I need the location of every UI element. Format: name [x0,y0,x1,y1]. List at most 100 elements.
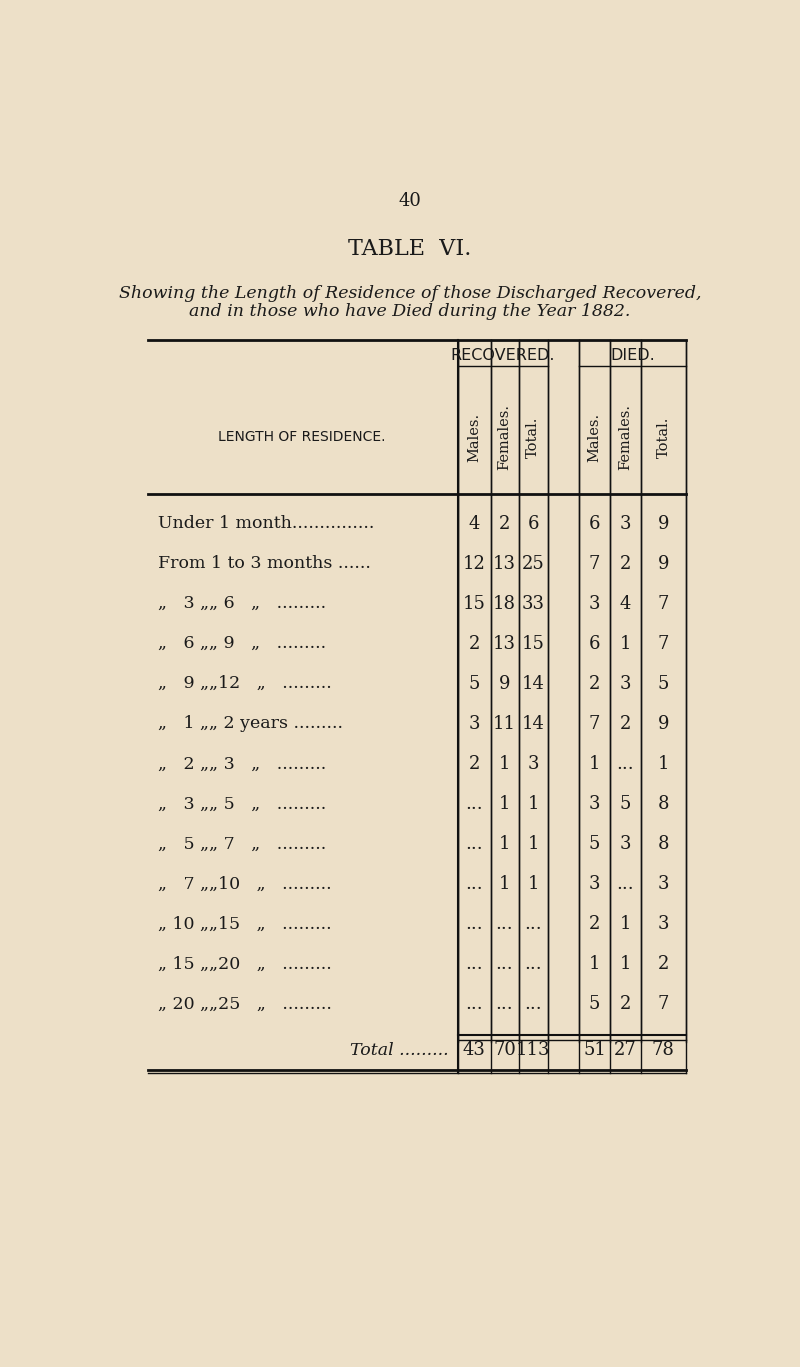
Text: Under 1 month...............: Under 1 month............... [158,515,374,532]
Text: TABLE  VI.: TABLE VI. [348,238,472,260]
Text: 7: 7 [589,555,600,573]
Text: 3: 3 [620,675,631,693]
Text: RECOVERED.: RECOVERED. [450,347,555,362]
Text: 14: 14 [522,675,545,693]
Text: ...: ... [617,875,634,893]
Text: ...: ... [525,995,542,1013]
Text: 1: 1 [499,875,510,893]
Text: DIED.: DIED. [610,347,655,362]
Text: ...: ... [466,956,483,973]
Text: ...: ... [496,915,514,934]
Text: 2: 2 [620,995,631,1013]
Text: „   2 „„ 3   „   .........: „ 2 „„ 3 „ ......... [158,756,326,772]
Text: 13: 13 [493,634,516,653]
Text: 2: 2 [469,755,480,772]
Text: 9: 9 [499,675,510,693]
Text: 43: 43 [463,1042,486,1059]
Text: 1: 1 [527,835,539,853]
Text: „ 15 „„20   „   .........: „ 15 „„20 „ ......... [158,956,332,972]
Text: 14: 14 [522,715,545,733]
Text: ...: ... [525,915,542,934]
Text: 1: 1 [589,755,600,772]
Text: 1: 1 [620,634,631,653]
Text: ...: ... [466,835,483,853]
Text: „   3 „„ 5   „   .........: „ 3 „„ 5 „ ......... [158,796,326,812]
Text: 6: 6 [527,514,539,533]
Text: 113: 113 [516,1042,550,1059]
Text: „   1 „„ 2 years .........: „ 1 „„ 2 years ......... [158,715,343,733]
Text: Total.: Total. [526,417,540,458]
Text: Total .........: Total ......... [350,1042,449,1059]
Text: 7: 7 [658,595,669,612]
Text: „   9 „„12   „   .........: „ 9 „„12 „ ......... [158,675,332,692]
Text: 2: 2 [589,675,600,693]
Text: 6: 6 [589,514,600,533]
Text: „   5 „„ 7   „   .........: „ 5 „„ 7 „ ......... [158,835,326,853]
Text: Showing the Length of Residence of those Discharged Recovered,: Showing the Length of Residence of those… [118,284,702,302]
Text: 15: 15 [463,595,486,612]
Text: 3: 3 [469,715,480,733]
Text: ...: ... [525,956,542,973]
Text: 1: 1 [499,794,510,813]
Text: 5: 5 [589,835,600,853]
Text: Females.: Females. [498,405,511,470]
Text: 78: 78 [652,1042,675,1059]
Text: 3: 3 [589,794,600,813]
Text: 5: 5 [658,675,669,693]
Text: 3: 3 [527,755,539,772]
Text: 4: 4 [469,514,480,533]
Text: 1: 1 [527,875,539,893]
Text: 9: 9 [658,715,669,733]
Text: 1: 1 [589,956,600,973]
Text: „ 10 „„15   „   .........: „ 10 „„15 „ ......... [158,916,332,932]
Text: 70: 70 [493,1042,516,1059]
Text: 5: 5 [620,794,631,813]
Text: 12: 12 [463,555,486,573]
Text: Males.: Males. [467,413,482,462]
Text: ...: ... [496,995,514,1013]
Text: 3: 3 [620,835,631,853]
Text: Females.: Females. [618,405,633,470]
Text: 6: 6 [589,634,600,653]
Text: ...: ... [466,995,483,1013]
Text: 3: 3 [620,514,631,533]
Text: 15: 15 [522,634,545,653]
Text: 4: 4 [620,595,631,612]
Text: 2: 2 [620,555,631,573]
Text: 7: 7 [589,715,600,733]
Text: 3: 3 [658,915,669,934]
Text: „   3 „„ 6   „   .........: „ 3 „„ 6 „ ......... [158,595,326,612]
Text: 2: 2 [620,715,631,733]
Text: 2: 2 [469,634,480,653]
Text: „   7 „„10   „   .........: „ 7 „„10 „ ......... [158,875,332,893]
Text: 2: 2 [499,514,510,533]
Text: 2: 2 [589,915,600,934]
Text: LENGTH OF RESIDENCE.: LENGTH OF RESIDENCE. [218,431,386,444]
Text: 33: 33 [522,595,545,612]
Text: ...: ... [496,956,514,973]
Text: Males.: Males. [587,413,602,462]
Text: 3: 3 [589,595,600,612]
Text: 18: 18 [493,595,516,612]
Text: 2: 2 [658,956,669,973]
Text: 1: 1 [658,755,669,772]
Text: 3: 3 [658,875,669,893]
Text: 5: 5 [589,995,600,1013]
Text: and in those who have Died during the Year 1882.: and in those who have Died during the Ye… [190,303,630,320]
Text: 27: 27 [614,1042,637,1059]
Text: 3: 3 [589,875,600,893]
Text: 8: 8 [658,835,669,853]
Text: 25: 25 [522,555,545,573]
Text: 40: 40 [398,191,422,211]
Text: 7: 7 [658,995,669,1013]
Text: ...: ... [466,875,483,893]
Text: 5: 5 [469,675,480,693]
Text: „ 20 „„25   „   .........: „ 20 „„25 „ ......... [158,995,332,1013]
Text: ...: ... [617,755,634,772]
Text: 9: 9 [658,514,669,533]
Text: 13: 13 [493,555,516,573]
Text: 1: 1 [620,956,631,973]
Text: „   6 „„ 9   „   .........: „ 6 „„ 9 „ ......... [158,636,326,652]
Text: 9: 9 [658,555,669,573]
Text: ...: ... [466,915,483,934]
